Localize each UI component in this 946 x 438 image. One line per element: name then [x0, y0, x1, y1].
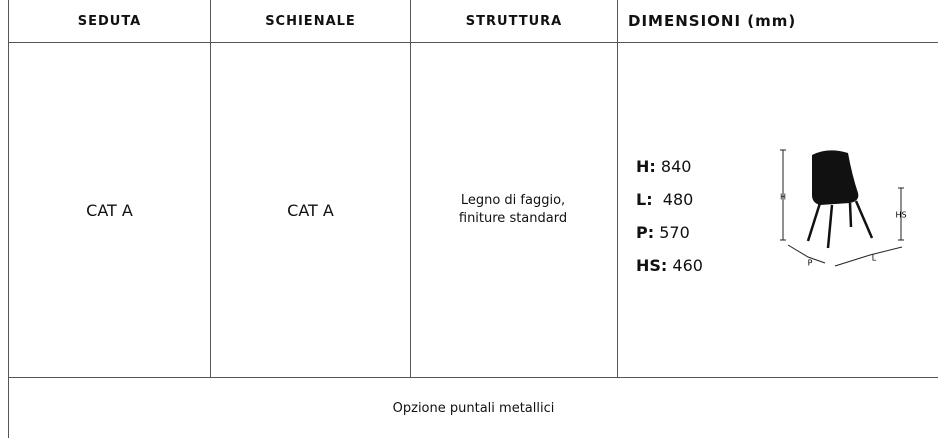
dim-label: L: [636, 190, 653, 209]
header: SCHIENALE [265, 13, 356, 29]
cell: Legno di faggio, finiture standard [458, 193, 568, 226]
dimension: H: 840 [636, 157, 691, 176]
dim-label: HS: [636, 256, 668, 275]
diagram-label: P [808, 259, 813, 268]
border [410, 0, 411, 377]
dim-value: 570 [659, 223, 690, 242]
chair-diagram: H HS P L [780, 149, 907, 268]
dim-value: 840 [660, 157, 692, 176]
dim-value: 480 [662, 190, 694, 209]
dim-label: H: [636, 157, 656, 176]
border [210, 0, 211, 377]
border [8, 377, 938, 378]
diagram-label: L [872, 254, 877, 263]
dimension: L: 480 [636, 190, 693, 209]
dimension: P: 570 [636, 223, 690, 242]
dim-label: P: [636, 223, 655, 242]
cell: CAT A [86, 200, 133, 220]
diagram-label: H [780, 193, 786, 202]
cell: CAT A [287, 200, 334, 220]
border [8, 0, 9, 438]
border [8, 42, 938, 43]
dim-value: 460 [672, 256, 703, 275]
footer: Opzione puntali metallici [392, 400, 555, 416]
diagram-label: HS [895, 211, 906, 220]
header: DIMENSIONI (mm) [628, 12, 797, 30]
border [617, 0, 618, 377]
header: STRUTTURA [465, 13, 563, 29]
header: SEDUTA [77, 13, 142, 29]
dimension: HS: 460 [636, 256, 703, 275]
